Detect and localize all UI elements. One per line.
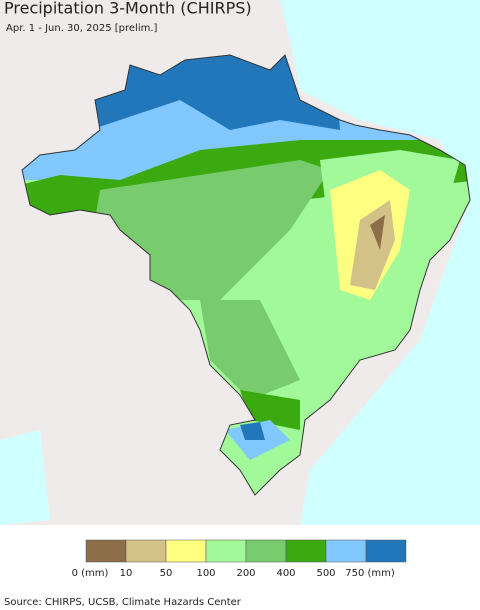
legend-label: 200	[236, 568, 255, 579]
ocean	[280, 0, 480, 525]
legend-swatch	[285, 539, 327, 563]
legend-swatch	[205, 539, 247, 563]
ocean-west	[0, 430, 50, 525]
legend-swatch	[165, 539, 207, 563]
legend-swatch	[85, 539, 127, 563]
legend-swatch	[245, 539, 287, 563]
legend-label: 10	[120, 568, 133, 579]
legend-swatch	[325, 539, 367, 563]
legend: 0 (mm) 10 50 100 200 400 500 750 (mm)	[72, 539, 407, 579]
legend-label: 100	[196, 568, 215, 579]
subtitle: Apr. 1 - Jun. 30, 2025 [prelim.]	[6, 23, 158, 34]
legend-swatch	[365, 539, 407, 563]
legend-panel	[0, 525, 480, 610]
legend-label: 50	[160, 568, 173, 579]
legend-label: 400	[276, 568, 295, 579]
legend-label: 750 (mm)	[345, 568, 395, 579]
title: Precipitation 3-Month (CHIRPS)	[4, 0, 252, 18]
legend-label: 0 (mm)	[72, 568, 109, 579]
source: Source: CHIRPS, UCSB, Climate Hazards Ce…	[4, 597, 242, 608]
legend-swatch	[125, 539, 167, 563]
legend-label: 500	[316, 568, 335, 579]
